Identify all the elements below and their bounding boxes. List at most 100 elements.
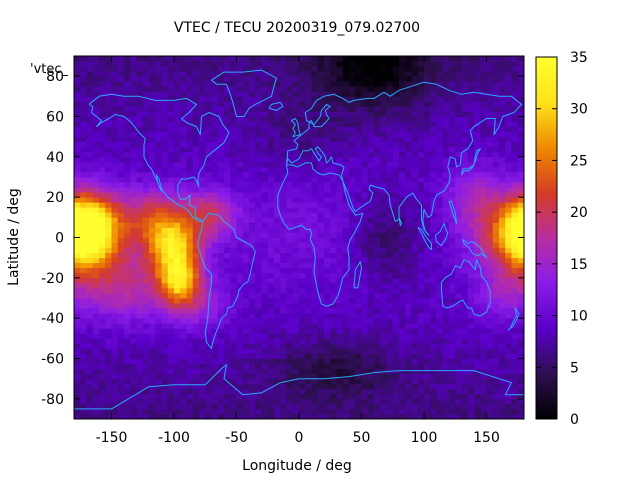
heatmap-cell <box>274 156 281 163</box>
heatmap-cell <box>292 348 300 354</box>
heatmap-cell <box>211 313 219 319</box>
heatmap-cell <box>474 237 481 243</box>
heatmap-cell <box>436 343 444 349</box>
heatmap-cell <box>230 237 237 243</box>
heatmap-cell <box>105 363 112 369</box>
heatmap-cell <box>317 207 325 213</box>
heatmap-cell <box>305 56 312 62</box>
heatmap-cell <box>380 388 387 395</box>
heatmap-cell <box>492 363 500 369</box>
heatmap-cell <box>211 207 219 213</box>
heatmap-cell <box>361 277 369 284</box>
heatmap-cell <box>180 242 187 248</box>
heatmap-cell <box>117 202 125 208</box>
heatmap-cell <box>224 76 231 82</box>
heatmap-cell <box>199 368 206 375</box>
heatmap-cell <box>274 338 281 344</box>
heatmap-cell <box>292 217 300 223</box>
heatmap-cell <box>505 282 512 289</box>
heatmap-cell <box>142 287 150 294</box>
heatmap-cell <box>342 101 350 107</box>
heatmap-cell <box>411 393 419 400</box>
heatmap-cell <box>99 61 106 67</box>
heatmap-cell <box>367 232 375 238</box>
heatmap-cell <box>149 282 156 289</box>
heatmap-cell <box>374 242 381 248</box>
heatmap-cell <box>267 343 275 349</box>
heatmap-cell <box>136 257 144 264</box>
heatmap-cell <box>499 237 506 243</box>
heatmap-cell <box>330 232 337 238</box>
heatmap-cell <box>199 242 206 248</box>
heatmap-cell <box>480 126 487 133</box>
heatmap-cell <box>180 353 187 359</box>
heatmap-cell <box>480 71 487 77</box>
heatmap-cell <box>305 232 312 238</box>
heatmap-cell <box>455 232 462 238</box>
heatmap-cell <box>280 398 287 405</box>
heatmap-cell <box>155 282 162 289</box>
heatmap-cell <box>224 187 231 193</box>
heatmap-cell <box>361 131 369 138</box>
heatmap-cell <box>280 287 287 294</box>
heatmap-cell <box>492 217 500 223</box>
heatmap-cell <box>80 177 87 183</box>
heatmap-cell <box>424 136 431 143</box>
heatmap-cell <box>317 126 325 133</box>
heatmap-cell <box>267 187 275 193</box>
heatmap-cell <box>255 96 262 102</box>
heatmap-cell <box>192 151 200 158</box>
heatmap-cell <box>224 131 231 138</box>
heatmap-cell <box>92 101 100 107</box>
heatmap-cell <box>86 96 94 102</box>
heatmap-cell <box>292 151 300 158</box>
heatmap-cell <box>242 136 250 143</box>
heatmap-cell <box>261 383 269 390</box>
heatmap-cell <box>361 328 369 334</box>
heatmap-cell <box>261 212 269 218</box>
heatmap-cell <box>311 343 319 349</box>
heatmap-cell <box>274 383 281 390</box>
heatmap-cell <box>186 76 194 82</box>
heatmap-cell <box>117 343 125 349</box>
heatmap-cell <box>442 358 450 364</box>
heatmap-cell <box>417 252 425 259</box>
heatmap-cell <box>317 156 325 163</box>
heatmap-cell <box>167 217 175 223</box>
heatmap-cell <box>124 262 131 269</box>
heatmap-cell <box>124 106 131 112</box>
heatmap-cell <box>161 262 169 269</box>
heatmap-cell <box>324 318 331 324</box>
heatmap-cell <box>149 121 156 127</box>
heatmap-cell <box>267 66 275 72</box>
heatmap-cell <box>411 66 419 72</box>
heatmap-cell <box>142 393 150 400</box>
heatmap-cell <box>492 197 500 203</box>
heatmap-cell <box>199 101 206 107</box>
heatmap-cell <box>367 363 375 369</box>
heatmap-cell <box>261 308 269 314</box>
heatmap-cell <box>242 338 250 344</box>
heatmap-cell <box>242 298 250 304</box>
heatmap-cell <box>199 343 206 349</box>
heatmap-cell <box>417 388 425 395</box>
heatmap-cell <box>411 408 419 415</box>
heatmap-cell <box>199 96 206 102</box>
heatmap-cell <box>74 151 81 158</box>
heatmap-cell <box>211 323 219 329</box>
heatmap-cell <box>192 282 200 289</box>
heatmap-cell <box>311 373 319 380</box>
heatmap-cell <box>442 247 450 254</box>
heatmap-cell <box>86 61 94 67</box>
heatmap-cell <box>92 272 100 279</box>
heatmap-cell <box>392 247 400 254</box>
heatmap-cell <box>230 378 237 385</box>
heatmap-cell <box>480 343 487 349</box>
heatmap-cell <box>161 177 169 183</box>
heatmap-cell <box>280 86 287 92</box>
heatmap-cell <box>242 308 250 314</box>
heatmap-cell <box>492 338 500 344</box>
heatmap-cell <box>492 166 500 173</box>
heatmap-cell <box>405 318 412 324</box>
heatmap-cell <box>286 348 294 354</box>
